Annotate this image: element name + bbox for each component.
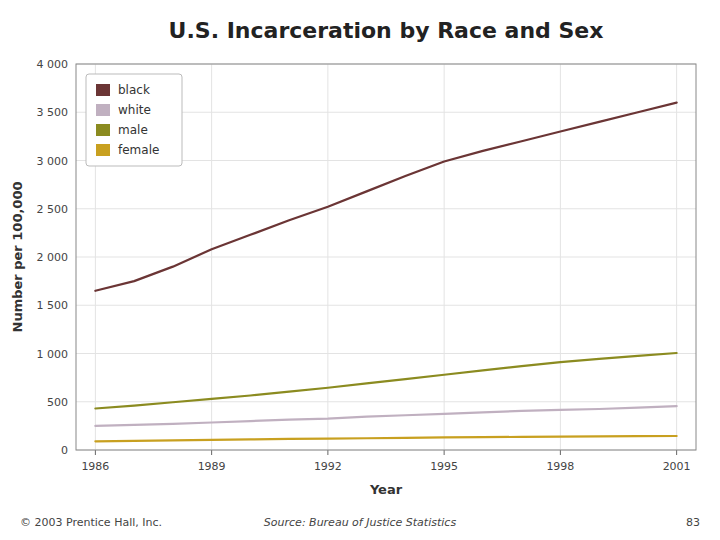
- y-tick-label: 500: [47, 396, 68, 409]
- y-tick-label: 1 000: [37, 348, 69, 361]
- grid-line: [560, 64, 561, 450]
- annotation: Source: Bureau of Justice Statistics: [264, 516, 457, 529]
- x-tick: [327, 450, 328, 455]
- x-tick: [444, 450, 445, 455]
- grid-line: [444, 64, 445, 450]
- y-tick-label: 0: [61, 444, 68, 457]
- plot-area: [76, 64, 696, 450]
- legend-swatch: [96, 84, 110, 96]
- series-line: [95, 406, 676, 426]
- legend-label: female: [118, 143, 159, 157]
- x-tick: [95, 450, 96, 455]
- grid-line: [211, 64, 212, 450]
- y-tick-label: 1 500: [37, 299, 69, 312]
- y-tick-label: 3 000: [37, 155, 69, 168]
- x-tick-label: 1995: [430, 460, 458, 473]
- annotation: 83: [686, 516, 700, 529]
- x-tick: [560, 450, 561, 455]
- legend-swatch: [96, 144, 110, 156]
- grid-line: [76, 208, 696, 209]
- plot-frame: [76, 64, 696, 450]
- x-tick-label: 2001: [663, 460, 691, 473]
- legend-swatch: [96, 104, 110, 116]
- series-line: [95, 436, 676, 441]
- y-tick-label: 2 000: [37, 251, 69, 264]
- grid-line: [76, 257, 696, 258]
- grid-line: [76, 353, 696, 354]
- x-tick-label: 1992: [314, 460, 342, 473]
- x-tick: [676, 450, 677, 455]
- legend-label: black: [118, 83, 150, 97]
- series-line: [95, 353, 676, 408]
- y-tick-label: 2 500: [37, 203, 69, 216]
- series-line: [95, 103, 676, 291]
- grid-line: [327, 64, 328, 450]
- legend: black white male female: [86, 74, 182, 166]
- legend-swatch: [96, 124, 110, 136]
- grid: [76, 64, 696, 450]
- x-tick: [211, 450, 212, 455]
- x-tick-label: 1986: [81, 460, 109, 473]
- grid-line: [76, 305, 696, 306]
- lines: [95, 103, 676, 442]
- title: U.S. Incarceration by Race and Sex: [169, 18, 604, 43]
- x-tick-label: 1989: [198, 460, 226, 473]
- legend-label: male: [118, 123, 148, 137]
- x-tick-label: 1998: [546, 460, 574, 473]
- legend-label: white: [118, 103, 151, 117]
- annotation: © 2003 Prentice Hall, Inc.: [20, 516, 162, 529]
- y-axis-label: Number per 100,000: [10, 181, 25, 332]
- grid-line: [676, 64, 677, 450]
- legend-box: [86, 74, 182, 166]
- y-tick-label: 3 500: [37, 106, 69, 119]
- chart: U.S. Incarceration by Race and Sex 0 500 1 …: [0, 0, 720, 540]
- x-axis-label: Year: [369, 482, 403, 497]
- y-tick-label: 4 000: [37, 58, 69, 71]
